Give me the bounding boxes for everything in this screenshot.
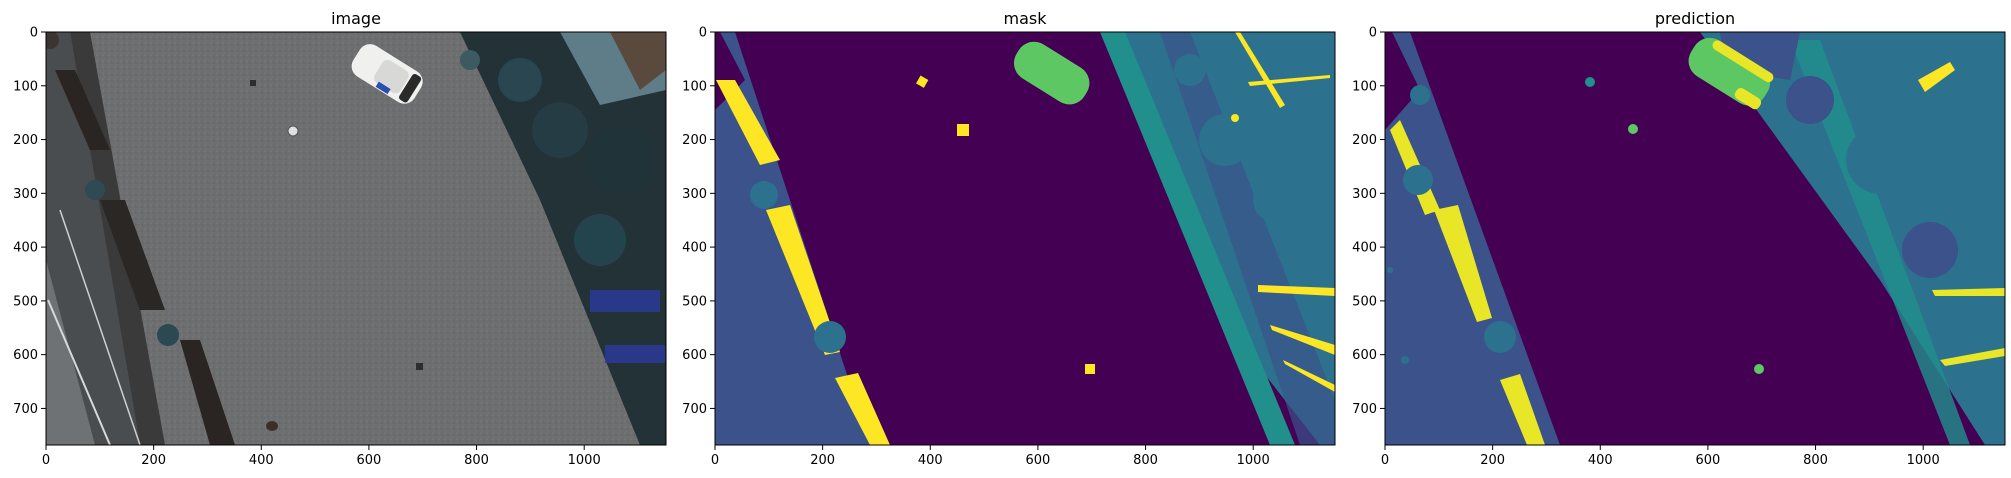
x-tick-label: 400 <box>1588 453 1613 468</box>
panel-image: image <box>45 9 667 446</box>
x-tick-label: 0 <box>42 453 50 468</box>
panel-title-image: image <box>331 9 381 28</box>
y-tick-label: 700 <box>1352 402 1377 417</box>
axes-frame <box>714 31 1336 446</box>
panel-prediction: prediction <box>1384 9 2006 446</box>
photo-content <box>46 32 666 445</box>
x-tick-label: 600 <box>1696 453 1721 468</box>
x-tick-label: 200 <box>810 453 835 468</box>
axes-frame <box>45 31 667 446</box>
y-tick-label: 600 <box>1352 348 1377 363</box>
y-tick-label: 0 <box>699 26 707 41</box>
x-tick-label: 0 <box>711 453 719 468</box>
x-tick-label: 600 <box>357 453 382 468</box>
x-tick-label: 200 <box>1480 453 1505 468</box>
y-tick-label: 700 <box>682 402 707 417</box>
y-tick-label: 100 <box>13 79 38 94</box>
panel-title-mask: mask <box>1004 9 1048 28</box>
y-tick-label: 100 <box>1352 79 1377 94</box>
y-tick-label: 500 <box>13 294 38 309</box>
y-tick-label: 700 <box>13 402 38 417</box>
x-tick-label: 1000 <box>568 453 601 468</box>
y-tick-label: 300 <box>682 187 707 202</box>
panel-mask: mask <box>714 9 1336 446</box>
x-tick-label: 800 <box>464 453 489 468</box>
y-tick-label: 400 <box>13 241 38 256</box>
x-tick-label: 200 <box>141 453 166 468</box>
y-tick-label: 0 <box>1369 26 1377 41</box>
x-tick-label: 0 <box>1381 453 1389 468</box>
x-tick-label: 1000 <box>1237 453 1270 468</box>
y-tick-label: 200 <box>682 133 707 148</box>
y-tick-label: 0 <box>30 26 38 41</box>
x-tick-label: 800 <box>1803 453 1828 468</box>
x-tick-label: 400 <box>918 453 943 468</box>
x-tick-label: 600 <box>1026 453 1051 468</box>
mask-content <box>715 32 1335 445</box>
axes-frame <box>1384 31 2006 446</box>
prediction-content <box>1385 32 2005 445</box>
y-tick-label: 500 <box>682 294 707 309</box>
y-tick-label: 400 <box>1352 241 1377 256</box>
x-tick-label: 1000 <box>1907 453 1940 468</box>
panel-title-prediction: prediction <box>1655 9 1735 28</box>
y-tick-label: 400 <box>682 241 707 256</box>
y-tick-label: 100 <box>682 79 707 94</box>
y-tick-label: 600 <box>682 348 707 363</box>
x-tick-label: 400 <box>249 453 274 468</box>
y-tick-label: 200 <box>13 133 38 148</box>
y-tick-label: 200 <box>1352 133 1377 148</box>
y-tick-label: 300 <box>1352 187 1377 202</box>
y-tick-label: 500 <box>1352 294 1377 309</box>
y-tick-label: 600 <box>13 348 38 363</box>
x-tick-label: 800 <box>1133 453 1158 468</box>
axis-ticks: 0 200 400 600 800 100001002003004005006007000… <box>13 26 1940 469</box>
y-tick-label: 300 <box>13 187 38 202</box>
